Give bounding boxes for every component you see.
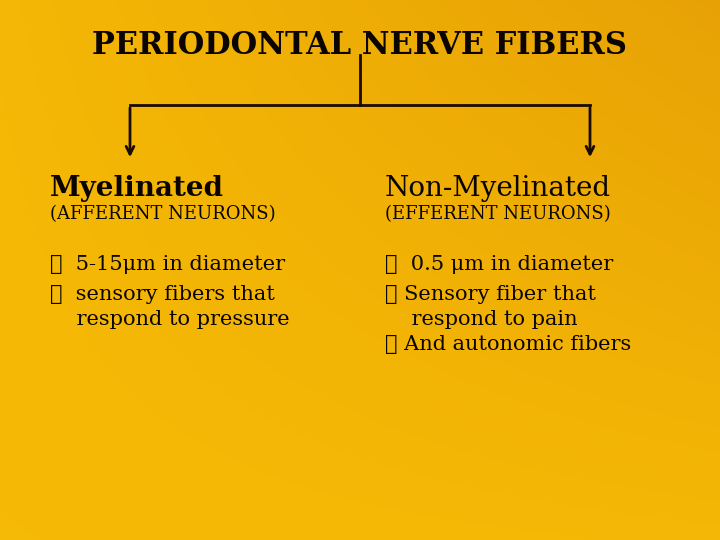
- Text: ➤ Sensory fiber that: ➤ Sensory fiber that: [385, 285, 596, 304]
- Text: (AFFERENT NEURONS): (AFFERENT NEURONS): [50, 205, 276, 223]
- Text: Non-Myelinated: Non-Myelinated: [385, 175, 611, 202]
- Text: ➤  5-15μm in diameter: ➤ 5-15μm in diameter: [50, 255, 285, 274]
- Text: ➤  0.5 μm in diameter: ➤ 0.5 μm in diameter: [385, 255, 613, 274]
- Text: ➤  sensory fibers that: ➤ sensory fibers that: [50, 285, 275, 304]
- Text: respond to pain: respond to pain: [385, 310, 577, 329]
- Text: (EFFERENT NEURONS): (EFFERENT NEURONS): [385, 205, 611, 223]
- Text: ➤ And autonomic fibers: ➤ And autonomic fibers: [385, 335, 631, 354]
- Text: PERIODONTAL NERVE FIBERS: PERIODONTAL NERVE FIBERS: [92, 30, 628, 61]
- Text: respond to pressure: respond to pressure: [50, 310, 289, 329]
- Text: Myelinated: Myelinated: [50, 175, 224, 202]
